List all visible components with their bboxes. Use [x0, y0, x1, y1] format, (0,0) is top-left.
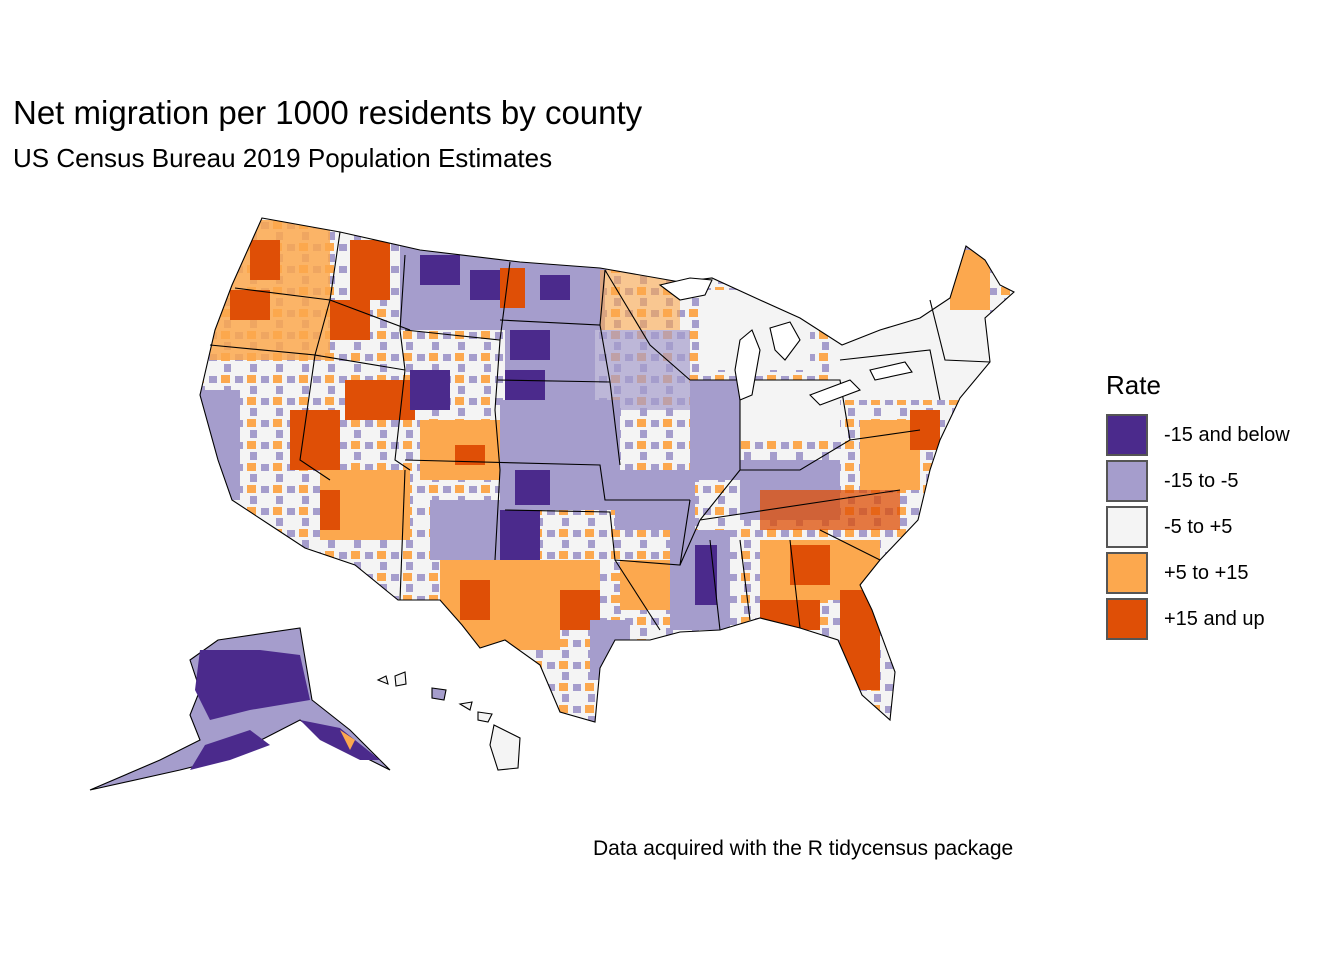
legend-swatch [1106, 598, 1148, 640]
legend-item: -15 and below [1106, 412, 1290, 458]
contiguous-us [199, 217, 1015, 723]
hawaii [376, 671, 521, 771]
legend-item: +5 to +15 [1106, 550, 1290, 596]
legend-swatch [1106, 506, 1148, 548]
legend-item: +15 and up [1106, 596, 1290, 642]
legend-title: Rate [1106, 370, 1161, 400]
legend-label: -15 to -5 [1164, 469, 1239, 492]
legend-item: -15 to -5 [1106, 458, 1290, 504]
legend-label: +5 to +15 [1164, 561, 1249, 584]
legend: Rate -15 and below -15 to -5 -5 to +5 +5… [1106, 370, 1290, 642]
legend-swatch [1106, 414, 1148, 456]
legend-label: -15 and below [1164, 423, 1290, 446]
map-subtitle: US Census Bureau 2019 Population Estimat… [13, 143, 553, 173]
legend-item: -5 to +5 [1106, 504, 1290, 550]
map-title: Net migration per 1000 residents by coun… [13, 94, 643, 131]
legend-swatch [1106, 552, 1148, 594]
map-caption: Data acquired with the R tidycensus pack… [593, 837, 1014, 860]
legend-label: +15 and up [1164, 607, 1265, 630]
legend-label: -5 to +5 [1164, 515, 1233, 538]
alaska [89, 627, 391, 791]
legend-swatch [1106, 460, 1148, 502]
